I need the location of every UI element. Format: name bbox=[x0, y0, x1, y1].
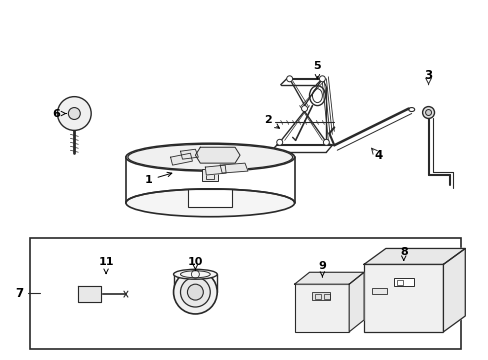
Circle shape bbox=[226, 166, 233, 172]
Bar bbox=[294, 284, 348, 332]
Text: 6: 6 bbox=[52, 108, 66, 118]
Circle shape bbox=[187, 284, 203, 300]
Text: 11: 11 bbox=[98, 257, 114, 274]
Polygon shape bbox=[205, 165, 225, 175]
Text: 3: 3 bbox=[424, 69, 432, 82]
Bar bbox=[206, 173, 214, 179]
Polygon shape bbox=[348, 272, 364, 332]
Circle shape bbox=[286, 76, 292, 82]
Polygon shape bbox=[170, 153, 192, 165]
Bar bbox=[312, 292, 330, 300]
Polygon shape bbox=[294, 272, 364, 284]
Text: 10: 10 bbox=[187, 257, 203, 270]
Circle shape bbox=[57, 96, 91, 130]
Ellipse shape bbox=[126, 189, 294, 217]
Polygon shape bbox=[443, 248, 464, 332]
Bar bbox=[393, 278, 413, 286]
Circle shape bbox=[276, 139, 282, 145]
Circle shape bbox=[422, 107, 434, 118]
Circle shape bbox=[323, 139, 328, 145]
Bar bbox=[315, 294, 321, 299]
Text: 1: 1 bbox=[144, 172, 171, 185]
Circle shape bbox=[68, 108, 80, 120]
Text: 5: 5 bbox=[313, 61, 321, 79]
Bar bbox=[324, 294, 330, 299]
Polygon shape bbox=[195, 147, 240, 163]
Polygon shape bbox=[220, 163, 247, 173]
Text: 8: 8 bbox=[399, 247, 407, 261]
Bar bbox=[364, 264, 443, 332]
Bar bbox=[188, 189, 232, 207]
Ellipse shape bbox=[128, 144, 292, 170]
Text: 7: 7 bbox=[16, 287, 24, 300]
Text: 4: 4 bbox=[374, 149, 382, 162]
Bar bbox=[396, 280, 402, 285]
Circle shape bbox=[173, 270, 217, 314]
Text: 9: 9 bbox=[318, 261, 325, 277]
Circle shape bbox=[425, 109, 431, 116]
Ellipse shape bbox=[173, 269, 217, 279]
Bar bbox=[202, 169, 218, 181]
Circle shape bbox=[301, 105, 307, 112]
Bar bbox=[30, 238, 460, 349]
Text: 2: 2 bbox=[264, 116, 279, 128]
Bar bbox=[371, 288, 386, 294]
Polygon shape bbox=[78, 286, 101, 302]
Polygon shape bbox=[180, 149, 198, 159]
Polygon shape bbox=[364, 248, 464, 264]
Ellipse shape bbox=[126, 143, 294, 171]
Circle shape bbox=[319, 76, 325, 82]
Circle shape bbox=[180, 277, 210, 307]
